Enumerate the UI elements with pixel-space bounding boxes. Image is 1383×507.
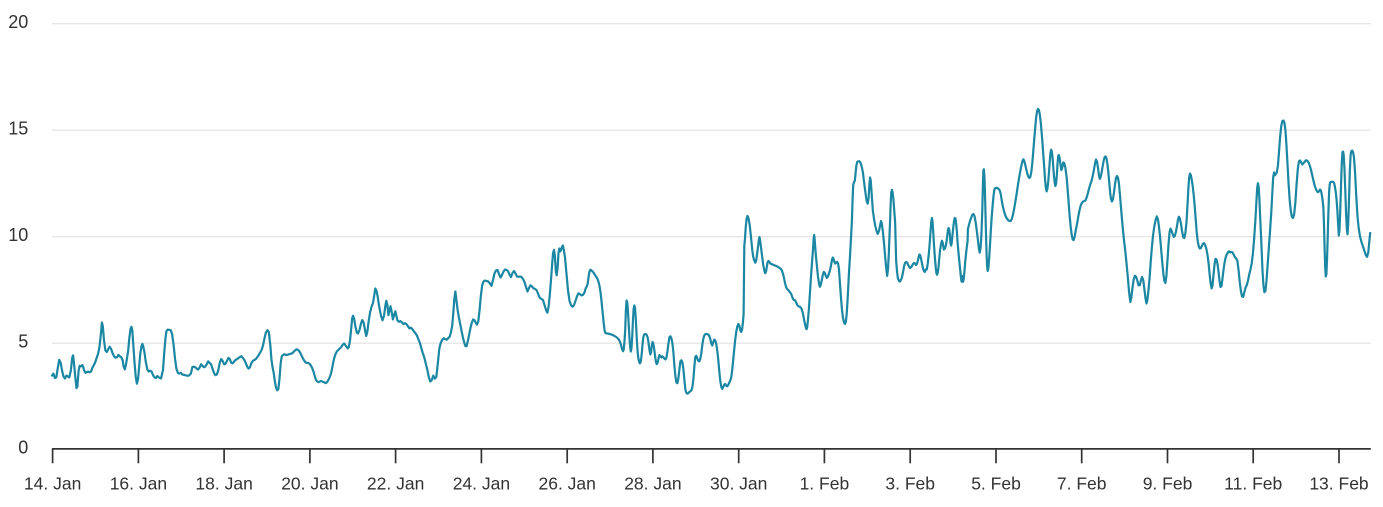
svg-text:7. Feb: 7. Feb	[1057, 474, 1107, 494]
svg-text:0: 0	[18, 437, 28, 457]
svg-text:5: 5	[18, 332, 28, 352]
svg-text:16. Jan: 16. Jan	[110, 474, 167, 494]
svg-text:26. Jan: 26. Jan	[538, 474, 595, 494]
svg-text:11. Feb: 11. Feb	[1224, 474, 1282, 494]
svg-text:22. Jan: 22. Jan	[367, 474, 424, 494]
svg-text:18. Jan: 18. Jan	[195, 474, 252, 494]
svg-text:15: 15	[8, 119, 28, 139]
svg-text:14. Jan: 14. Jan	[24, 474, 81, 494]
svg-text:9. Feb: 9. Feb	[1143, 474, 1193, 494]
svg-text:10: 10	[8, 225, 28, 245]
svg-text:20: 20	[8, 12, 28, 32]
svg-text:1. Feb: 1. Feb	[800, 474, 850, 494]
svg-text:28. Jan: 28. Jan	[624, 474, 681, 494]
svg-text:24. Jan: 24. Jan	[453, 474, 510, 494]
svg-text:30. Jan: 30. Jan	[710, 474, 767, 494]
svg-text:20. Jan: 20. Jan	[281, 474, 338, 494]
svg-text:5. Feb: 5. Feb	[971, 474, 1021, 494]
svg-text:13. Feb: 13. Feb	[1309, 474, 1368, 494]
svg-text:3. Feb: 3. Feb	[885, 474, 935, 494]
